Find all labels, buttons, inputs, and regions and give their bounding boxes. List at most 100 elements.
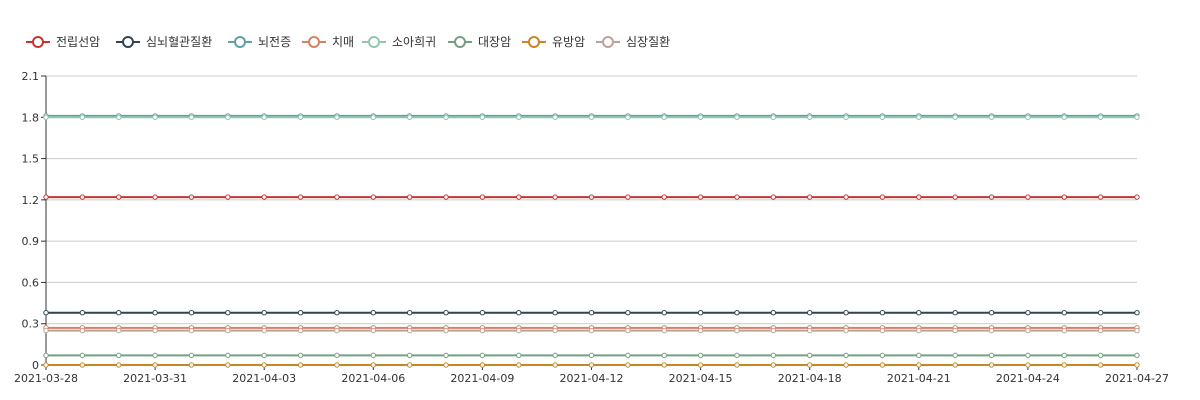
data-point[interactable] <box>625 362 631 368</box>
data-point[interactable] <box>1134 362 1140 368</box>
data-point[interactable] <box>516 310 522 316</box>
data-point[interactable] <box>1025 362 1031 368</box>
data-point[interactable] <box>334 362 340 368</box>
data-point[interactable] <box>406 327 413 334</box>
data-point[interactable] <box>879 352 886 359</box>
data-point[interactable] <box>516 114 522 120</box>
data-point[interactable] <box>697 362 704 368</box>
data-point[interactable] <box>588 362 595 368</box>
data-point[interactable] <box>116 352 122 359</box>
data-point[interactable] <box>1061 114 1067 120</box>
data-point[interactable] <box>79 114 86 120</box>
data-point[interactable] <box>43 194 49 200</box>
data-point[interactable] <box>552 194 558 200</box>
data-point[interactable] <box>734 362 740 368</box>
data-point[interactable] <box>734 352 740 359</box>
data-point[interactable] <box>661 327 667 334</box>
data-point[interactable] <box>116 194 122 200</box>
data-point[interactable] <box>661 310 667 316</box>
data-point[interactable] <box>297 362 304 368</box>
data-point[interactable] <box>552 310 558 316</box>
data-point[interactable] <box>152 327 158 334</box>
data-point[interactable] <box>443 362 449 368</box>
data-point[interactable] <box>516 362 522 368</box>
data-point[interactable] <box>734 194 740 200</box>
data-point[interactable] <box>697 310 704 316</box>
data-point[interactable] <box>406 362 413 368</box>
data-point[interactable] <box>443 194 449 200</box>
data-point[interactable] <box>661 362 667 368</box>
legend-item[interactable]: 치매 <box>302 35 354 49</box>
legend-item[interactable]: 유방암 <box>522 35 585 49</box>
data-point[interactable] <box>116 114 122 120</box>
legend-item[interactable]: 심뇌혈관질환 <box>116 35 212 49</box>
data-point[interactable] <box>952 114 958 120</box>
data-point[interactable] <box>188 194 195 200</box>
data-point[interactable] <box>225 114 231 120</box>
data-point[interactable] <box>1134 194 1140 200</box>
data-point[interactable] <box>370 310 376 316</box>
data-point[interactable] <box>1025 114 1031 120</box>
data-point[interactable] <box>734 114 740 120</box>
data-point[interactable] <box>843 114 849 120</box>
data-point[interactable] <box>988 362 995 368</box>
data-point[interactable] <box>952 362 958 368</box>
data-point[interactable] <box>479 310 486 316</box>
data-point[interactable] <box>188 310 195 316</box>
data-point[interactable] <box>116 327 122 334</box>
data-point[interactable] <box>1025 310 1031 316</box>
data-point[interactable] <box>588 194 595 200</box>
data-point[interactable] <box>225 352 231 359</box>
data-point[interactable] <box>152 362 158 368</box>
data-point[interactable] <box>807 194 813 200</box>
data-point[interactable] <box>79 194 86 200</box>
data-point[interactable] <box>952 194 958 200</box>
data-point[interactable] <box>152 194 158 200</box>
data-point[interactable] <box>734 310 740 316</box>
data-point[interactable] <box>79 310 86 316</box>
data-point[interactable] <box>625 114 631 120</box>
data-point[interactable] <box>625 194 631 200</box>
data-point[interactable] <box>661 114 667 120</box>
data-point[interactable] <box>152 352 158 359</box>
data-point[interactable] <box>952 327 958 334</box>
data-point[interactable] <box>1134 327 1140 334</box>
data-point[interactable] <box>988 310 995 316</box>
legend-item[interactable]: 전립선암 <box>26 35 100 49</box>
data-point[interactable] <box>916 327 922 334</box>
data-point[interactable] <box>261 352 267 359</box>
data-point[interactable] <box>843 310 849 316</box>
data-point[interactable] <box>334 114 340 120</box>
data-point[interactable] <box>370 362 376 368</box>
data-point[interactable] <box>879 194 886 200</box>
data-point[interactable] <box>43 362 49 368</box>
data-point[interactable] <box>43 327 49 334</box>
legend-item[interactable]: 심장질환 <box>596 35 670 49</box>
data-point[interactable] <box>479 362 486 368</box>
data-point[interactable] <box>916 362 922 368</box>
data-point[interactable] <box>1097 194 1104 200</box>
data-point[interactable] <box>843 194 849 200</box>
data-point[interactable] <box>879 327 886 334</box>
data-point[interactable] <box>952 352 958 359</box>
data-point[interactable] <box>188 352 195 359</box>
data-point[interactable] <box>443 352 449 359</box>
data-point[interactable] <box>697 114 704 120</box>
data-point[interactable] <box>734 327 740 334</box>
data-point[interactable] <box>770 362 777 368</box>
data-point[interactable] <box>916 352 922 359</box>
data-point[interactable] <box>770 327 777 334</box>
data-point[interactable] <box>552 352 558 359</box>
data-point[interactable] <box>1097 114 1104 120</box>
data-point[interactable] <box>1061 352 1067 359</box>
data-point[interactable] <box>443 327 449 334</box>
data-point[interactable] <box>152 310 158 316</box>
data-point[interactable] <box>807 362 813 368</box>
data-point[interactable] <box>516 327 522 334</box>
data-point[interactable] <box>588 114 595 120</box>
data-point[interactable] <box>443 114 449 120</box>
data-point[interactable] <box>479 352 486 359</box>
data-point[interactable] <box>188 114 195 120</box>
data-point[interactable] <box>697 352 704 359</box>
data-point[interactable] <box>1097 327 1104 334</box>
